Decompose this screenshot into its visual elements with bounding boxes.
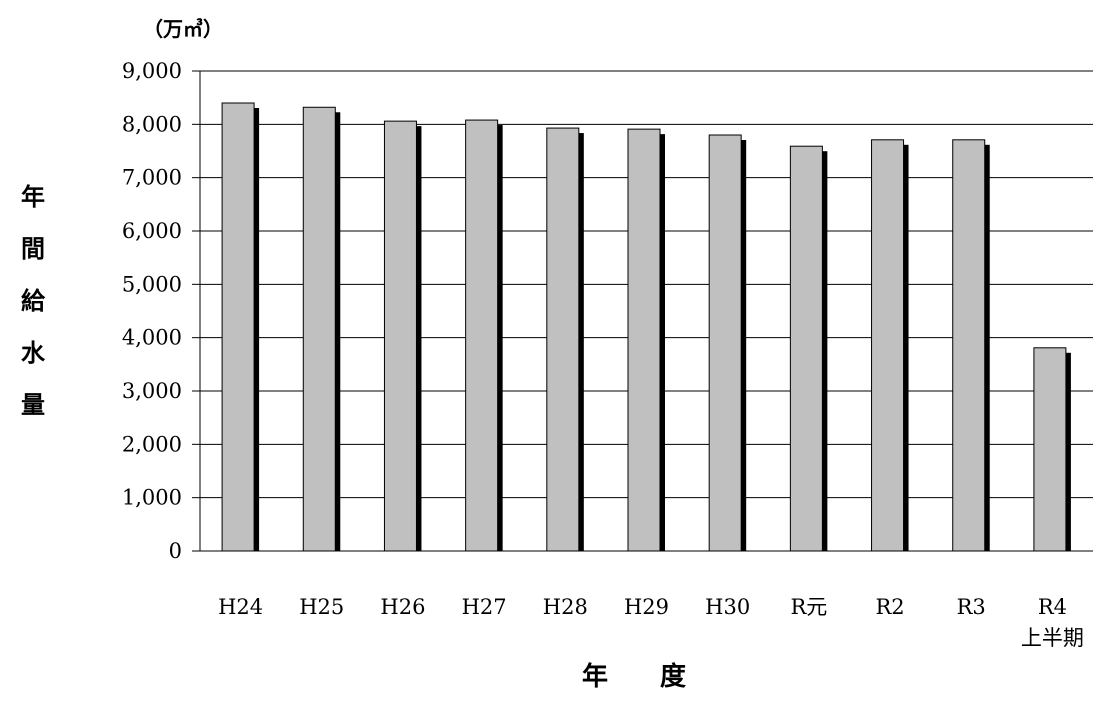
bar [1033,347,1067,552]
x-tick-label: H24 [218,595,263,619]
bar [871,139,905,552]
x-tick-label: H30 [705,595,750,619]
bar [302,106,336,552]
y-tick-label: 1,000 [122,486,182,510]
unit-label: （万㎥） [143,17,223,41]
y-axis-title-char: 水 [21,339,46,367]
y-tick-label: 4,000 [122,326,182,350]
y-tick-label: 0 [169,539,182,563]
y-tick-label: 2,000 [122,432,182,456]
y-tick-labels: 0 1,000 2,000 3,000 4,000 5,000 6,000 7,000 8,00… [122,59,182,563]
x-axis-title: 年 度 [582,661,686,692]
bar [383,120,417,552]
x-tick-label: H26 [380,595,425,619]
y-tick-label: 5,000 [122,272,182,296]
bar [789,145,823,552]
x-tick-label: R4 [1038,595,1067,619]
x-tick-label: R2 [875,595,904,619]
bar [221,102,255,552]
bar [708,134,742,552]
bars [221,102,1071,552]
bar [465,119,499,552]
y-tick-label: 6,000 [122,219,182,243]
y-axis-title-char: 給 [21,287,46,315]
x-tick-label: R元 [790,595,827,619]
x-tick-labels: H24 H25 H26 H27 H28 H29 H30 R元 R2 R3 R4 上半期 [218,595,1084,650]
x-tick-label: R3 [957,595,986,619]
x-tick-label: H27 [462,595,507,619]
y-axis-title-char: 量 [21,391,45,419]
y-tick-label: 9,000 [122,59,182,83]
y-tick-label: 8,000 [122,112,182,136]
y-tick-label: 7,000 [122,166,182,190]
x-tick-label: H28 [543,595,588,619]
x-tick-sublabel: 上半期 [1021,626,1084,650]
y-tick-label: 3,000 [122,379,182,403]
bar [627,128,661,552]
y-axis-title-char: 間 [21,235,45,263]
bar [952,139,986,552]
x-tick-label: H25 [299,595,344,619]
y-axis-title-char: 年 [21,183,45,211]
bar [546,127,580,552]
x-tick-label: H29 [624,595,669,619]
